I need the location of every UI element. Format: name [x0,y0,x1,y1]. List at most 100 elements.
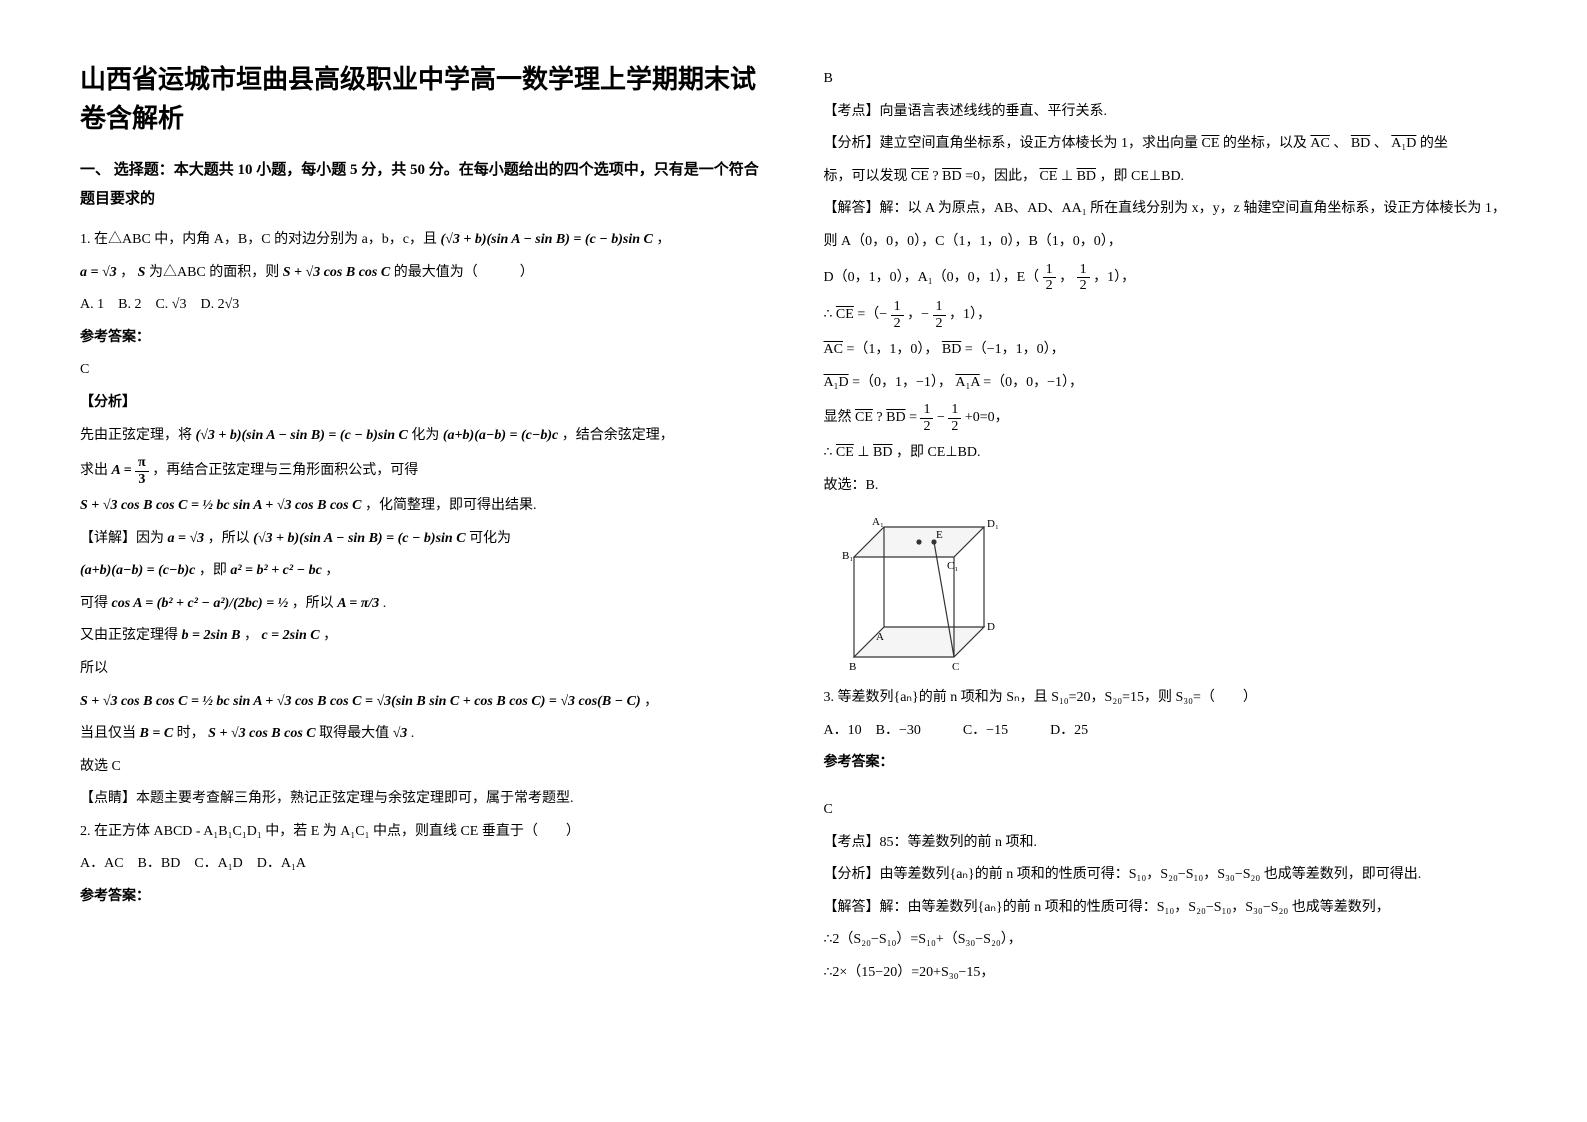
q1-text-2b: 为△ABC 的面积，则 [149,265,279,280]
q1-det-4f: b = 2sin B [182,628,241,643]
sol-7q: ? [876,410,882,425]
cube-E: E [936,529,943,541]
q1-text-2c: 的最大值为（ ） [394,265,534,280]
exam-title: 山西省运城市垣曲县高级职业中学高一数学理上学期期末试卷含解析 [80,60,764,138]
sol-7d2: 2 [948,418,961,434]
q1-an-2a: 求出 [80,463,112,478]
q1-text-1: 1. 在△ABC 中，内角 A，B，C 的对边分别为 a，b，c，且 [80,232,437,247]
q1-det-3a: 可得 [80,596,108,611]
sol-7d1: 2 [920,418,933,434]
sol-8b: ⊥ [857,445,869,460]
q1-det-7c: 取得最大值 [319,726,389,741]
sol-3frac2: 1 2 [1077,262,1090,294]
q1-det-2r: a² = b² + c² − bc [230,563,321,578]
q1-det-7b: 时， [177,726,205,741]
q1-det-3c: . [383,596,387,611]
sol-4b: =（− [857,307,887,322]
q1-det-4a: 又由正弦定理得 [80,628,178,643]
sol-4d: ，1）， [949,307,991,322]
q1-ref-label: 参考答案： [80,325,764,352]
an-2d: ，即 CE⊥BD. [1100,169,1185,184]
q2-sol-6: A₁D =（0，1，−1）， A₁A =（0，0，−1）， [824,370,1508,397]
q1-det-4g: c = 2sin C [261,628,319,643]
q1-S: S [138,265,146,280]
q2-sol-5: AC =（1，1，0）， BD =（−1，1，0）， [824,337,1508,364]
sol-7v1: CE [855,410,873,425]
q2-sol-3: D（0，1，0），A₁（0，0，1），E（ 1 2 ， 1 2 ，1）， [824,262,1508,294]
sol-4d1: 2 [891,315,904,331]
q1-det-f1: a = √3 [168,531,205,546]
cube-diagram: B C D A B₁ C₁ D₁ A₁ E [824,507,1024,677]
cube-C1: C₁ [947,560,958,572]
sol-6b: =（0，0，−1）， [983,375,1083,390]
q3-analysis: 【分析】由等差数列{aₙ}的前 n 项和的性质可得：S₁₀，S₂₀−S₁₀，S₃… [824,862,1508,889]
an-1c: 、 [1333,136,1347,151]
q1-an-1c: ，结合余弦定理， [562,428,674,443]
q1-answer: C [80,357,764,384]
sol-7b: = [909,410,917,425]
sol-7a: 显然 [824,410,856,425]
sol-7v2: BD [886,410,905,425]
q1-det-7a: 当且仅当 [80,726,136,741]
q2-sol-1: 【解答】解：以 A 为原点，AB、AD、AA₁ 所在直线分别为 x，y，z 轴建… [824,196,1508,223]
q1-det-b: ，所以 [208,531,250,546]
an-1v4: A₁D [1391,136,1416,151]
q1-detail-3: 可得 cos A = (b² + c² − a²)/(2bc) = ½ ，所以 … [80,591,764,618]
q1-an-2f: A = [112,463,136,478]
q1-analysis-label: 【分析】 [80,390,764,417]
sol-6a: =（0，1，−1）， [852,375,952,390]
q3-ref-label: 参考答案： [824,750,1508,777]
q1-det-3f: cos A = (b² + c² − a²)/(2bc) = ½ [112,596,289,611]
q1-a-eq: a = √3 [80,265,117,280]
q1-det-7d: . [411,726,415,741]
q1-analysis-3: S + √3 cos B cos C = ½ bc sin A + √3 cos… [80,493,764,520]
left-column: 山西省运城市垣曲县高级职业中学高一数学理上学期期末试卷含解析 一、 选择题：本大… [50,60,794,1092]
q1-det-f2: (√3 + b)(sin A − sin B) = (c − b)sin C [253,531,465,546]
sol-7frac2: 1 2 [948,402,961,434]
q1-detail-7: 当且仅当 B = C 时， S + √3 cos B cos C 取得最大值 √… [80,721,764,748]
sol-3d2: 2 [1077,277,1090,293]
sol-4c: ，− [907,307,929,322]
sol-8a: ∴ [824,445,833,460]
an-2q: ? [932,169,938,184]
q1-formula-2: S + √3 cos B cos C [283,265,394,280]
q2-kaodian: 【考点】向量语言表述线线的垂直、平行关系. [824,99,1508,126]
q1-text-2a: ， [120,265,134,280]
q1-det-2: (a+b)(a−b) = (c−b)c [80,563,195,578]
sol-3d1: 2 [1043,277,1056,293]
sol-5v1: AC [824,342,843,357]
q1-an-2b: ，再结合正弦定理与三角形面积公式，可得 [152,463,418,478]
sol-3n2: 1 [1077,262,1090,277]
sol-3a: D（0，1，0），A₁（0，0，1），E（ [824,270,1040,285]
q3-sol-3: ∴2×（15−20）=20+S₃₀−15， [824,960,1508,987]
sol-5b: =（−1，1，0）， [965,342,1065,357]
q2-analysis-2: 标，可以发现 CE ? BD =0，因此， CE ⊥ BD ，即 CE⊥BD. [824,164,1508,191]
q3-kaodian: 【考点】85：等差数列的前 n 项和. [824,830,1508,857]
sol-3b: ， [1059,270,1073,285]
q1-an-1f: (√3 + b)(sin A − sin B) = (c − b)sin C [196,428,408,443]
q1-note: 【点睛】本题主要考查解三角形，熟记正弦定理与余弦定理即可，属于常考题型. [80,786,764,813]
sol-7c: − [937,410,948,425]
q1-detail-2: (a+b)(a−b) = (c−b)c ，即 a² = b² + c² − bc… [80,558,764,585]
sol-7frac1: 1 2 [920,402,933,434]
sol-7n2: 1 [948,402,961,417]
q1-an-1b: 化为 [411,428,443,443]
sol-8v1: CE [836,445,854,460]
sol-4v: CE [836,307,854,322]
q1-det-3g: A = π/3 [337,596,379,611]
q1-det-4c: ， [323,628,337,643]
q1-stem-1: 1. 在△ABC 中，内角 A，B，C 的对边分别为 a，b，c，且 (√3 +… [80,227,764,254]
an-1b: 的坐标，以及 [1223,136,1307,151]
cube-D1: D₁ [987,518,999,530]
cube-C: C [952,661,959,673]
sol-4frac1: 1 2 [891,299,904,331]
an-1v2: AC [1310,136,1329,151]
q1-detail-8: 故选 C [80,754,764,781]
sol-3n1: 1 [1043,262,1056,277]
q1-det-6p: ， [644,694,658,709]
an-1a: 【分析】建立空间直角坐标系，设正方体棱长为 1，求出向量 [824,136,1199,151]
sol-4d2: 2 [933,315,946,331]
cube-A: A [876,631,884,643]
q1-analysis-2: 求出 A = π 3 ，再结合正弦定理与三角形面积公式，可得 [80,455,764,487]
q1-det-2m: ，即 [199,563,231,578]
